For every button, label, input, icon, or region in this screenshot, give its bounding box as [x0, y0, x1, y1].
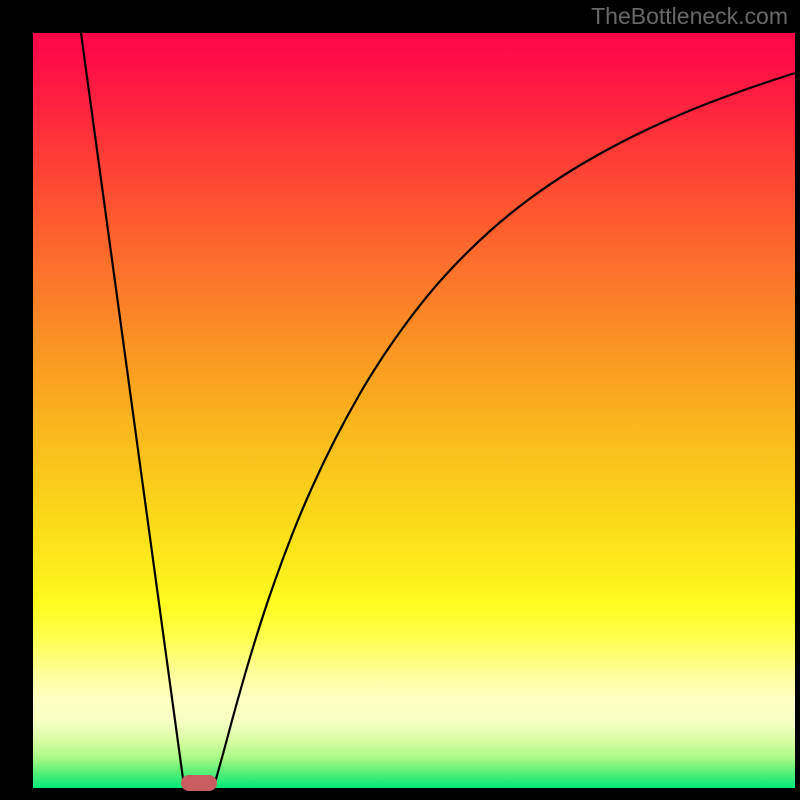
- bottleneck-marker: [181, 775, 217, 791]
- plot-area: [33, 33, 795, 788]
- chart-container: TheBottleneck.com: [0, 0, 800, 800]
- bottleneck-chart: [0, 0, 800, 800]
- watermark-text: TheBottleneck.com: [591, 3, 788, 30]
